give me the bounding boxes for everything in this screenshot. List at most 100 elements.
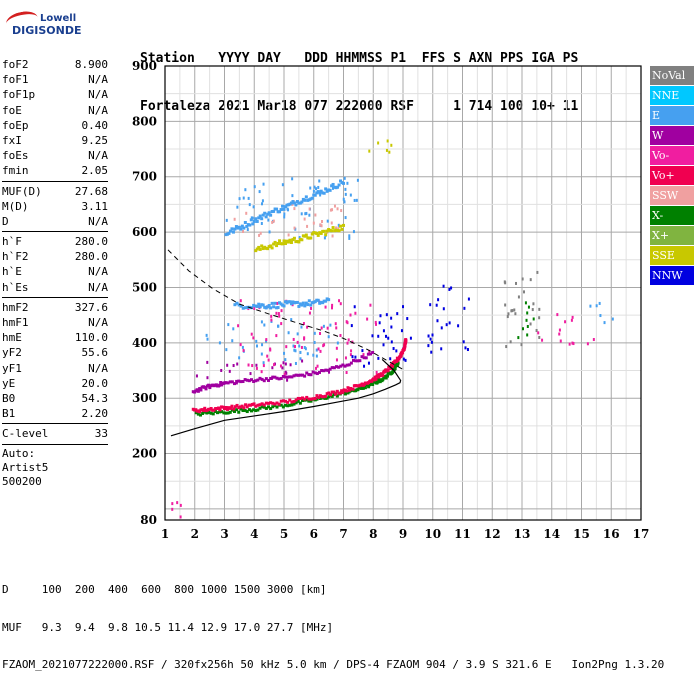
echo-point: [537, 331, 540, 335]
lowell-digisonde-logo: Lowell DIGISONDE: [4, 8, 81, 40]
echo-point: [350, 324, 353, 328]
y-tick-label: 300: [132, 391, 157, 405]
echo-point: [319, 331, 322, 335]
x-trace-point: [318, 396, 322, 400]
echo-point: [437, 298, 440, 302]
echo-point: [303, 336, 306, 340]
param-name: foEp: [2, 118, 29, 132]
upper-trace-point: [345, 363, 349, 367]
echo-point: [303, 217, 306, 221]
echo-point: [316, 364, 319, 368]
param-name: MUF(D): [2, 184, 42, 198]
echo-point: [226, 363, 229, 367]
o-trace-point: [325, 392, 329, 396]
echo-point: [521, 277, 524, 281]
param-row: yF1 N/A: [2, 361, 108, 376]
param-value: 3.11: [81, 199, 109, 213]
echo-point: [382, 343, 385, 347]
upper-trace-point: [305, 371, 309, 375]
echo-point: [342, 197, 345, 201]
o-trace-point: [329, 393, 333, 397]
x-tick-label: 13: [514, 527, 531, 541]
echo-point: [287, 233, 290, 237]
o-trace-point: [201, 409, 205, 413]
o-trace-point: [334, 392, 338, 396]
echo-point: [239, 304, 243, 308]
param-value: N/A: [88, 316, 108, 329]
echo-point: [335, 326, 338, 330]
echo-point: [270, 301, 274, 305]
echo-point: [349, 313, 352, 317]
echo-point: [306, 303, 310, 307]
echo-point: [429, 337, 432, 341]
echo-point: [303, 345, 306, 349]
echo-point: [254, 249, 258, 253]
param-value: N/A: [88, 88, 108, 102]
param-row: h`F2 280.0: [2, 249, 108, 264]
upper-trace-point: [328, 367, 332, 371]
x-trace-point: [269, 407, 273, 411]
echo-point: [336, 207, 339, 211]
echo-point: [261, 303, 265, 307]
o-trace-point: [372, 378, 376, 382]
echo-point: [232, 364, 235, 368]
echo-point: [250, 216, 253, 220]
echo-point: [346, 321, 349, 325]
o-trace-point: [320, 395, 324, 399]
x-trace-point: [377, 377, 381, 381]
echo-point: [450, 286, 453, 290]
echo-point: [261, 202, 264, 206]
echo-point: [375, 322, 378, 326]
o-trace-point: [290, 400, 294, 404]
echo-point: [389, 357, 392, 361]
x-tick-label: 5: [280, 527, 288, 541]
upper-trace-point: [230, 380, 234, 384]
o-trace-point: [296, 396, 300, 400]
o-trace-point: [391, 364, 395, 368]
param-row: foEp 0.40: [2, 118, 108, 133]
o-trace-point: [313, 396, 317, 400]
echo-point: [281, 242, 285, 246]
upper-trace-point: [288, 375, 292, 379]
echo-point: [347, 338, 350, 342]
o-trace-point: [271, 401, 275, 405]
echo-point: [367, 361, 370, 365]
autoscaling-line: 500200: [2, 474, 42, 488]
upper-trace-point: [324, 368, 328, 372]
footer-info: D 100 200 400 600 800 1000 1500 3000 [km…: [2, 559, 664, 684]
echo-point: [340, 209, 343, 213]
echo-point: [283, 212, 286, 216]
echo-point: [349, 193, 352, 197]
x-tick-label: 11: [454, 527, 471, 541]
upper-trace-point: [358, 359, 362, 363]
o-trace-point: [269, 401, 273, 405]
x-trace-point: [194, 411, 198, 415]
echo-point: [388, 150, 391, 154]
upper-trace-point: [339, 364, 343, 368]
echo-point: [293, 348, 296, 352]
echo-point: [233, 227, 237, 231]
logo-digisonde-text: DIGISONDE: [12, 24, 82, 37]
echo-point: [179, 515, 182, 519]
echo-point: [527, 305, 530, 309]
x-trace-point: [309, 399, 313, 403]
o-trace-point: [254, 404, 258, 408]
echo-point: [440, 326, 443, 330]
o-trace-point: [245, 405, 249, 409]
echo-point: [342, 181, 346, 185]
x-trace-point: [332, 393, 336, 397]
y-tick-label: 700: [132, 170, 157, 184]
upper-trace-point: [195, 388, 199, 392]
echo-point: [568, 342, 571, 346]
o-trace-point: [386, 368, 390, 372]
echo-point: [300, 238, 304, 242]
x-trace-point: [224, 411, 228, 415]
o-trace-point: [389, 366, 393, 370]
o-trace-point: [237, 406, 241, 410]
echo-point: [462, 340, 465, 344]
o-trace-point: [209, 406, 213, 410]
echo-point: [457, 324, 460, 328]
upper-trace-point: [352, 358, 355, 362]
echo-point: [261, 213, 265, 217]
echo-point: [295, 300, 299, 304]
